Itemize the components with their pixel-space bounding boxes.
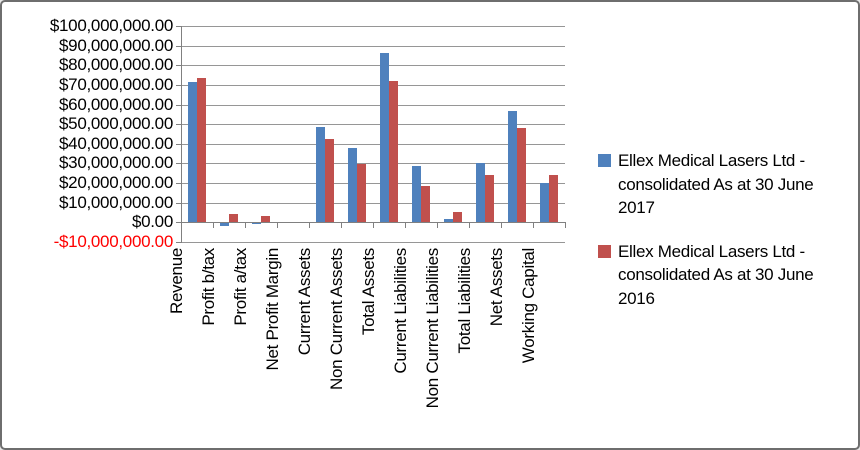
x-category-label: Net Profit Margin: [263, 248, 282, 371]
y-gridline: [181, 183, 565, 184]
x-axis-tick: [277, 222, 278, 228]
bar-2017-non-current-assets: [348, 148, 357, 222]
y-tick-label: $0.00: [131, 212, 173, 231]
bar-2017-current-assets: [316, 127, 325, 222]
bar-2017-current-liabilities: [412, 166, 421, 222]
x-axis-tick: [437, 222, 438, 228]
y-axis-tick: [176, 163, 181, 164]
bar-2016-current-liabilities: [421, 186, 430, 222]
x-category-label: Net Assets: [487, 248, 506, 327]
y-gridline: [181, 203, 565, 204]
bar-2016-current-assets: [325, 139, 334, 222]
x-axis-tick: [501, 222, 502, 228]
legend-entry-2016: Ellex Medical Lasers Ltd - consolidated …: [598, 240, 854, 311]
y-gridline: [181, 105, 565, 106]
x-category-label: Non Current Liabilities: [423, 248, 442, 409]
y-tick-label: $80,000,000.00: [59, 55, 173, 74]
bar-2016-non-current-liabilities: [453, 212, 462, 222]
bar-2016-non-current-assets: [357, 164, 366, 222]
y-axis-tick: [176, 26, 181, 27]
bar-2017-non-current-liabilities: [444, 219, 453, 222]
x-axis-tick: [373, 222, 374, 228]
y-tick-label: -$10,000,000.00: [53, 232, 174, 251]
y-tick-label: $70,000,000.00: [59, 75, 173, 94]
bar-2017-total-liabilities: [476, 163, 485, 222]
bar-2016-total-liabilities: [485, 175, 494, 222]
bar-2017-total-assets: [380, 53, 389, 222]
legend-label-2016: Ellex Medical Lasers Ltd - consolidated …: [618, 241, 814, 308]
x-axis-tick: [181, 222, 182, 228]
y-axis-tick: [176, 85, 181, 86]
x-axis-tick: [245, 222, 246, 228]
y-gridline: [181, 46, 565, 47]
legend-label-2017: Ellex Medical Lasers Ltd - consolidated …: [618, 151, 814, 217]
bar-2016-profit-a-tax: [261, 216, 270, 222]
bar-2016-working-capital: [549, 175, 558, 222]
bar-2017-profit-a-tax: [252, 223, 261, 224]
y-tick-label: $90,000,000.00: [59, 36, 173, 55]
y-tick-label: $20,000,000.00: [59, 173, 173, 192]
bar-2017-profit-b-tax: [220, 223, 229, 226]
y-tick-label: $60,000,000.00: [59, 95, 173, 114]
x-category-label: Non Current Assets: [327, 248, 346, 390]
x-category-label: Profit a/tax: [231, 248, 250, 326]
x-category-label: Total Liabilities: [455, 248, 474, 354]
y-gridline: [181, 144, 565, 145]
bar-2016-total-assets: [389, 81, 398, 222]
x-category-label: Profit b/tax: [199, 248, 218, 326]
y-axis-tick: [176, 65, 181, 66]
legend-swatch-2017-icon: [598, 154, 611, 167]
y-gridline: [181, 163, 565, 164]
y-axis-tick: [176, 46, 181, 47]
y-tick-label: $40,000,000.00: [59, 134, 173, 153]
y-tick-label: $10,000,000.00: [59, 193, 173, 212]
y-gridline: [181, 26, 565, 27]
x-category-label: Current Liabilities: [391, 248, 410, 374]
y-axis-tick: [176, 242, 181, 243]
legend: Ellex Medical Lasers Ltd - consolidated …: [598, 149, 854, 330]
x-category-label: Total Assets: [359, 248, 378, 336]
y-axis-line: [181, 26, 182, 243]
bar-2017-net-assets: [508, 111, 517, 222]
y-gridline: [181, 65, 565, 66]
y-tick-label: $100,000,000.00: [49, 16, 173, 35]
y-axis-tick: [176, 222, 181, 223]
x-category-label: Working Capital: [519, 248, 538, 364]
y-tick-label: $30,000,000.00: [59, 153, 173, 172]
y-axis-tick: [176, 144, 181, 145]
y-gridline: [181, 124, 565, 125]
bar-2016-revenue: [197, 78, 206, 222]
x-axis-tick: [341, 222, 342, 228]
bar-2016-profit-b-tax: [229, 214, 238, 222]
x-axis-tick: [213, 222, 214, 228]
x-axis-tick: [565, 222, 566, 228]
x-axis-tick: [405, 222, 406, 228]
y-axis-tick: [176, 124, 181, 125]
x-axis-tick: [469, 222, 470, 228]
y-axis-tick: [176, 203, 181, 204]
bar-2017-revenue: [188, 82, 197, 222]
x-category-label: Revenue: [167, 248, 186, 314]
y-axis-tick: [176, 183, 181, 184]
x-axis-tick: [309, 222, 310, 228]
y-tick-label: $50,000,000.00: [59, 114, 173, 133]
y-axis-tick: [176, 105, 181, 106]
bar-2017-working-capital: [540, 183, 549, 222]
y-gridline: [181, 242, 565, 243]
legend-entry-2017: Ellex Medical Lasers Ltd - consolidated …: [598, 149, 854, 220]
x-category-label: Current Assets: [295, 248, 314, 356]
x-axis-tick: [533, 222, 534, 228]
legend-swatch-2016-icon: [598, 244, 611, 258]
bar-2016-net-assets: [517, 128, 526, 222]
y-gridline: [181, 85, 565, 86]
